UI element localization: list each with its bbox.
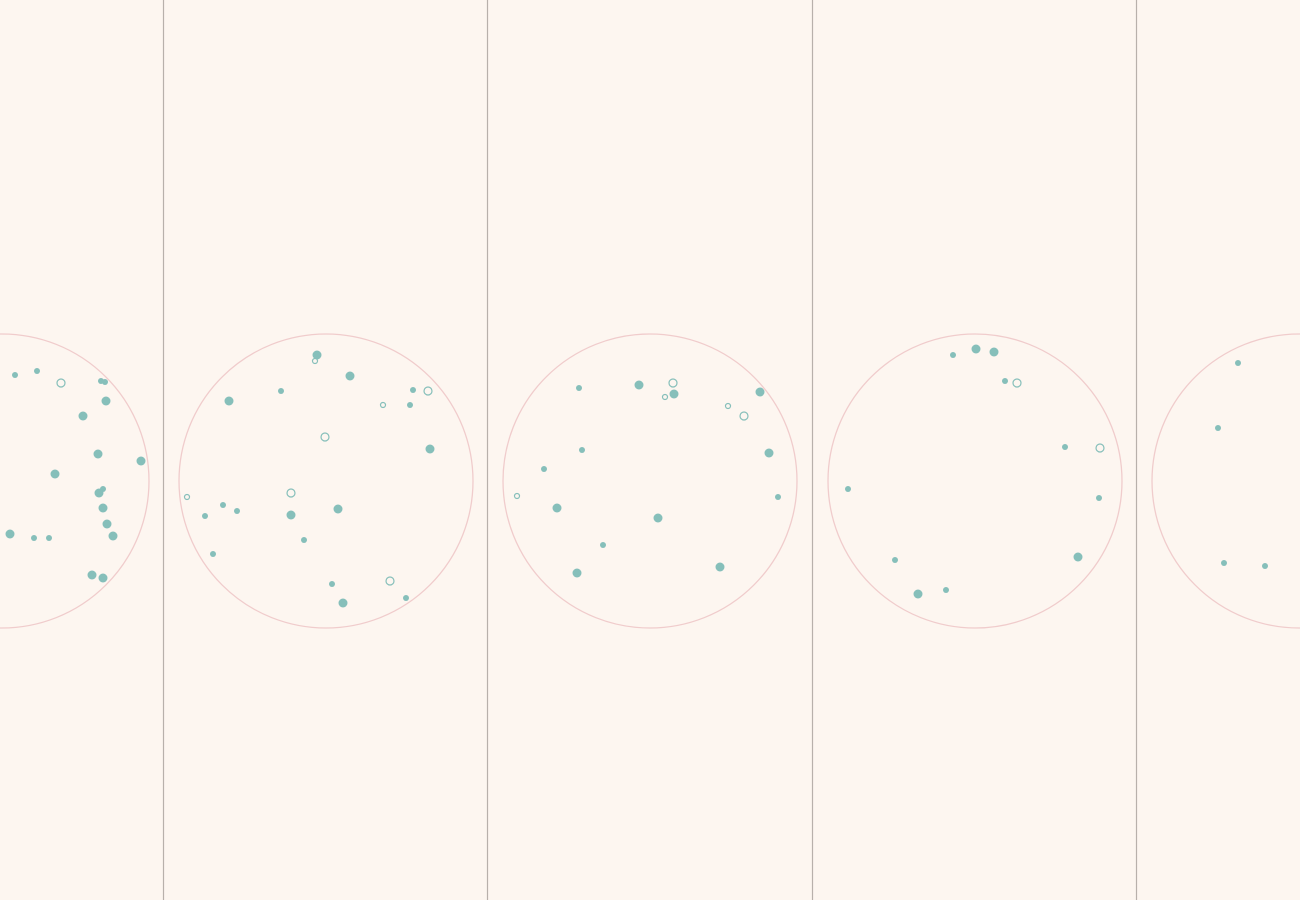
dish-2-dot-17 <box>286 510 296 520</box>
dish-2-dot-24 <box>338 598 348 608</box>
dish-3-dot-11 <box>541 466 547 472</box>
dish-4-dot-4 <box>1002 378 1008 384</box>
dish-3-dot-12 <box>513 492 521 500</box>
dish-4-dot-11 <box>892 557 898 563</box>
dish-3-dot-9 <box>579 447 585 453</box>
dish-4-dot-2 <box>971 344 981 354</box>
dish-2-dot-15 <box>234 508 240 514</box>
dish-2-dot-2 <box>311 357 319 365</box>
dish-2-dot-9 <box>407 402 413 408</box>
dish-4-dot-12 <box>943 587 949 593</box>
dish-2-dot-7 <box>423 386 433 396</box>
dish-1-dot-7 <box>78 411 88 421</box>
dish-3-dot-5 <box>669 389 679 399</box>
dish-3-outline <box>502 333 798 629</box>
dish-4-outline <box>827 333 1123 629</box>
dish-1-dot-20 <box>98 573 108 583</box>
dish-4-dot-10 <box>1073 552 1083 562</box>
dish-3-dot-13 <box>775 494 781 500</box>
dish-2-dot-1 <box>312 350 322 360</box>
dish-1-dot-8 <box>93 449 103 459</box>
dish-4-dot-5 <box>1012 378 1022 388</box>
dish-1-dot-12 <box>94 488 104 498</box>
dish-2-dot-19 <box>301 537 307 543</box>
dish-2-dot-5 <box>224 396 234 406</box>
dish-2-dot-16 <box>202 513 208 519</box>
dish-3-dot-18 <box>572 568 582 578</box>
dish-2-dot-18 <box>333 504 343 514</box>
dish-4-dot-1 <box>950 352 956 358</box>
dish-2-dot-12 <box>286 488 296 498</box>
dish-1-dot-16 <box>5 529 15 539</box>
dish-1-dot-6 <box>101 396 111 406</box>
dish-3-dot-15 <box>653 513 663 523</box>
dish-2-dot-4 <box>278 388 284 394</box>
dish-5-dot-2 <box>1215 425 1221 431</box>
dish-5-dot-1 <box>1235 360 1241 366</box>
dish-1-dot-2 <box>34 368 40 374</box>
dish-3-dot-4 <box>661 393 669 401</box>
dish-3-dot-17 <box>715 562 725 572</box>
dish-2-dot-14 <box>220 502 226 508</box>
dish-4-dot-9 <box>1096 495 1102 501</box>
dish-3-dot-10 <box>764 448 774 458</box>
dish-5-outline <box>1151 333 1300 629</box>
dish-4-dot-3 <box>989 347 999 357</box>
dish-1-dot-13 <box>98 503 108 513</box>
dish-2-dot-23 <box>403 595 409 601</box>
dish-1-outline <box>0 333 150 629</box>
dish-3-dot-7 <box>724 402 732 410</box>
dish-4-dot-13 <box>913 589 923 599</box>
dish-3-dot-3 <box>668 378 678 388</box>
dish-2-dot-3 <box>345 371 355 381</box>
dish-1-dot-5 <box>102 379 108 385</box>
dish-3-dot-6 <box>755 387 765 397</box>
dish-1-dot-15 <box>108 531 118 541</box>
dish-1-dot-10 <box>50 469 60 479</box>
dish-1-dot-9 <box>136 456 146 466</box>
dish-1-dot-14 <box>102 519 112 529</box>
dish-2-dot-10 <box>320 432 330 442</box>
dish-5-dot-3 <box>1221 560 1227 566</box>
dish-1-dot-19 <box>87 570 97 580</box>
dish-1-dot-3 <box>56 378 66 388</box>
dish-1-dot-17 <box>31 535 37 541</box>
dish-2-dot-6 <box>410 387 416 393</box>
dish-2-dot-21 <box>329 581 335 587</box>
dish-2-dot-13 <box>183 493 191 501</box>
dish-2-dot-22 <box>385 576 395 586</box>
dish-1-dot-1 <box>12 372 18 378</box>
dish-3-dot-16 <box>600 542 606 548</box>
dish-2-dot-11 <box>425 444 435 454</box>
dish-2-dot-8 <box>379 401 387 409</box>
dish-3-dot-14 <box>552 503 562 513</box>
dish-1-dot-18 <box>46 535 52 541</box>
dish-4-dot-6 <box>1062 444 1068 450</box>
dish-2-dot-20 <box>210 551 216 557</box>
dish-3-dot-1 <box>576 385 582 391</box>
dish-4-dot-8 <box>845 486 851 492</box>
dish-4-dot-7 <box>1095 443 1105 453</box>
dish-5-dot-4 <box>1262 563 1268 569</box>
dish-2-outline <box>178 333 474 629</box>
dish-3-dot-2 <box>634 380 644 390</box>
dish-3-dot-8 <box>739 411 749 421</box>
